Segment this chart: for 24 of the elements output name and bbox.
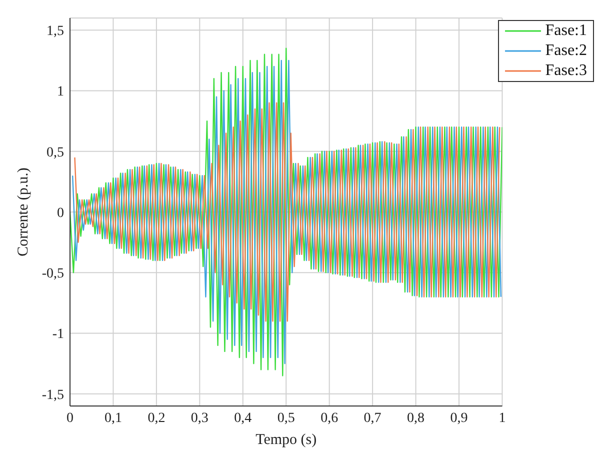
x-tick-label: 1 (498, 410, 506, 426)
y-tick-label: -1,5 (42, 388, 64, 403)
x-tick-label: 0,1 (104, 410, 122, 426)
x-tick-label: 0,7 (364, 410, 382, 426)
line-series (74, 102, 500, 322)
y-tick-label: 0 (57, 206, 64, 221)
legend-label: Fase:1 (545, 21, 587, 41)
x-tick-label: 0,2 (148, 410, 166, 426)
y-axis-title: Corrente (p.u.) (15, 168, 32, 256)
x-tick-label: 0 (66, 410, 74, 426)
y-tick-label: 1 (57, 84, 64, 100)
x-tick-label: 0,8 (407, 410, 425, 426)
y-tick-label: 0,5 (46, 145, 64, 160)
legend-label: Fase:2 (545, 41, 587, 61)
y-tick-label: -1 (52, 327, 64, 342)
legend-label: Fase:3 (545, 61, 587, 81)
x-tick-label: 0,9 (450, 410, 468, 426)
y-tick-label: 1,5 (46, 24, 64, 40)
x-tick-label: 0,4 (234, 410, 252, 426)
x-tick-label: 0,3 (190, 410, 208, 426)
y-tick-label: -0,5 (42, 266, 64, 282)
x-tick-label: 0,5 (277, 410, 295, 426)
x-axis-title: Tempo (s) (256, 432, 317, 448)
x-tick-label: 0,6 (320, 410, 338, 426)
